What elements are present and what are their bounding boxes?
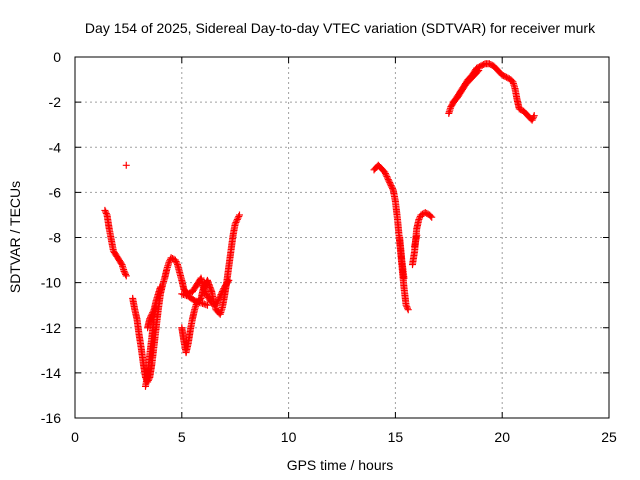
- x-tick-label: 25: [601, 429, 617, 445]
- data-point: [122, 161, 130, 169]
- y-tick-label: -4: [49, 139, 62, 155]
- data-point: [173, 259, 181, 267]
- x-axis-title: GPS time / hours: [287, 457, 394, 473]
- x-tick-label: 15: [388, 429, 404, 445]
- plot-border: [74, 56, 610, 419]
- data-point: [385, 177, 393, 185]
- data-point: [404, 304, 412, 312]
- data-point: [199, 285, 207, 293]
- data-point: [122, 272, 130, 280]
- data-point: [172, 258, 180, 266]
- data-point: [102, 209, 110, 217]
- data-point: [235, 212, 243, 220]
- y-axis-title: SDTVAR / TECUs: [7, 181, 23, 293]
- data-point: [146, 313, 154, 321]
- data-point: [529, 115, 537, 123]
- data-point: [475, 67, 483, 75]
- data-point: [149, 309, 157, 317]
- data-point: [386, 179, 394, 187]
- y-tick-label: -10: [41, 275, 61, 291]
- data-point: [232, 218, 240, 226]
- y-tick-label: -8: [49, 230, 62, 246]
- data-point: [384, 176, 392, 184]
- data-point: [428, 213, 436, 221]
- data-point: [474, 68, 482, 76]
- data-point: [121, 269, 129, 277]
- chart-title: Day 154 of 2025, Sidereal Day-to-day VTE…: [85, 20, 596, 36]
- data-point: [102, 208, 110, 216]
- data-point: [386, 180, 394, 188]
- data-point: [404, 306, 412, 314]
- y-tick-label: -16: [41, 410, 61, 426]
- y-tick-label: -6: [49, 184, 62, 200]
- data-point: [165, 258, 173, 266]
- data-point: [149, 307, 157, 315]
- data-point: [381, 168, 389, 176]
- data-point: [400, 274, 408, 282]
- x-tick-label: 5: [178, 429, 186, 445]
- data-point: [122, 270, 130, 278]
- data-point: [233, 217, 241, 225]
- x-tick-label: 20: [494, 429, 510, 445]
- data-point: [117, 259, 125, 267]
- data-point: [146, 315, 154, 323]
- data-point: [171, 256, 179, 264]
- data-point: [528, 116, 536, 124]
- data-point: [382, 171, 390, 179]
- data-point: [381, 170, 389, 178]
- data-point: [427, 212, 435, 220]
- x-tick-labels: 0 5 10 15 20 25: [71, 429, 617, 445]
- data-point: [416, 214, 424, 222]
- grid-lines: [75, 57, 609, 418]
- data-point: [203, 301, 211, 309]
- data-point: [387, 182, 395, 190]
- y-tick-label: -12: [41, 320, 61, 336]
- data-point: [413, 231, 421, 239]
- data-point: [383, 173, 391, 181]
- data-point: [147, 312, 155, 320]
- x-tick-label: 10: [281, 429, 297, 445]
- y-tick-labels: 0 -2 -4 -6 -8 -10 -12 -14 -16: [41, 49, 61, 426]
- data-point: [101, 206, 109, 214]
- y-tick-label: -14: [41, 365, 61, 381]
- data-point: [120, 267, 128, 275]
- data-point: [389, 185, 397, 193]
- data-point: [233, 215, 241, 223]
- data-point: [530, 112, 538, 120]
- y-tick-label: -2: [49, 94, 62, 110]
- data-point: [530, 113, 538, 121]
- data-point: [403, 303, 411, 311]
- data-point: [384, 174, 392, 182]
- data-point: [415, 215, 423, 223]
- data-point: [156, 283, 164, 291]
- data-point: [235, 211, 243, 219]
- data-point: [402, 301, 410, 309]
- data-point: [148, 310, 156, 318]
- data-point: [234, 214, 242, 222]
- data-point: [200, 284, 208, 292]
- x-tick-label: 0: [71, 429, 79, 445]
- data-point: [388, 183, 396, 191]
- y-tick-label: 0: [53, 49, 61, 65]
- data-point: [231, 220, 239, 228]
- data-points: [101, 60, 538, 390]
